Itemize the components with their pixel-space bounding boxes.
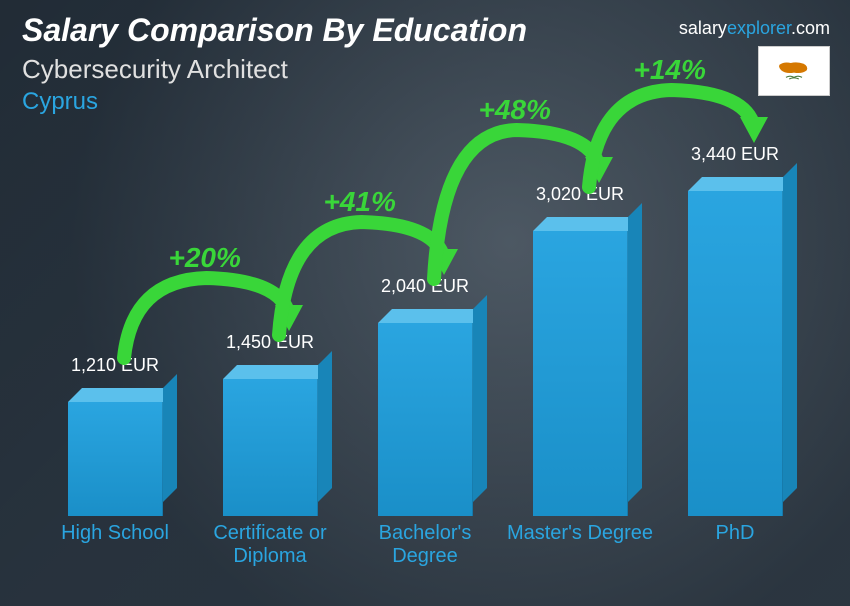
brand-label: salaryexplorer.com: [679, 18, 830, 39]
chart-subtitle: Cybersecurity Architect: [22, 54, 288, 85]
bar-value: 1,450 EUR: [210, 332, 330, 353]
brand-prefix: salary: [679, 18, 727, 38]
bar-value: 3,020 EUR: [520, 184, 640, 205]
chart-area: 1,210 EURHigh School1,450 EURCertificate…: [40, 146, 810, 576]
bar-slot: 3,020 EURMaster's Degree: [520, 184, 640, 516]
country-flag-icon: [758, 46, 830, 96]
bar-label: High School: [40, 522, 190, 545]
bar: [378, 323, 473, 516]
chart-country: Cyprus: [22, 88, 98, 116]
bar: [68, 402, 163, 516]
bar-slot: 3,440 EURPhD: [675, 144, 795, 516]
bar: [533, 231, 628, 516]
increase-pct: +41%: [324, 186, 396, 218]
bar: [223, 379, 318, 516]
bar-slot: 1,210 EURHigh School: [55, 355, 175, 516]
increase-pct: +48%: [479, 94, 551, 126]
bar-label: PhD: [660, 522, 810, 545]
bar-slot: 2,040 EURBachelor's Degree: [365, 276, 485, 516]
bar: [688, 191, 783, 516]
chart-title: Salary Comparison By Education: [22, 12, 527, 49]
bar-value: 3,440 EUR: [675, 144, 795, 165]
bar-value: 2,040 EUR: [365, 276, 485, 297]
bar-slot: 1,450 EURCertificate or Diploma: [210, 332, 330, 516]
bar-value: 1,210 EUR: [55, 355, 175, 376]
increase-pct: +14%: [634, 54, 706, 86]
increase-pct: +20%: [169, 242, 241, 274]
bar-label: Certificate or Diploma: [195, 522, 345, 568]
brand-mid: explorer: [727, 18, 791, 38]
infographic-container: Salary Comparison By Education Cybersecu…: [0, 0, 850, 606]
bar-label: Master's Degree: [505, 522, 655, 545]
bar-label: Bachelor's Degree: [350, 522, 500, 568]
brand-suffix: .com: [791, 18, 830, 38]
